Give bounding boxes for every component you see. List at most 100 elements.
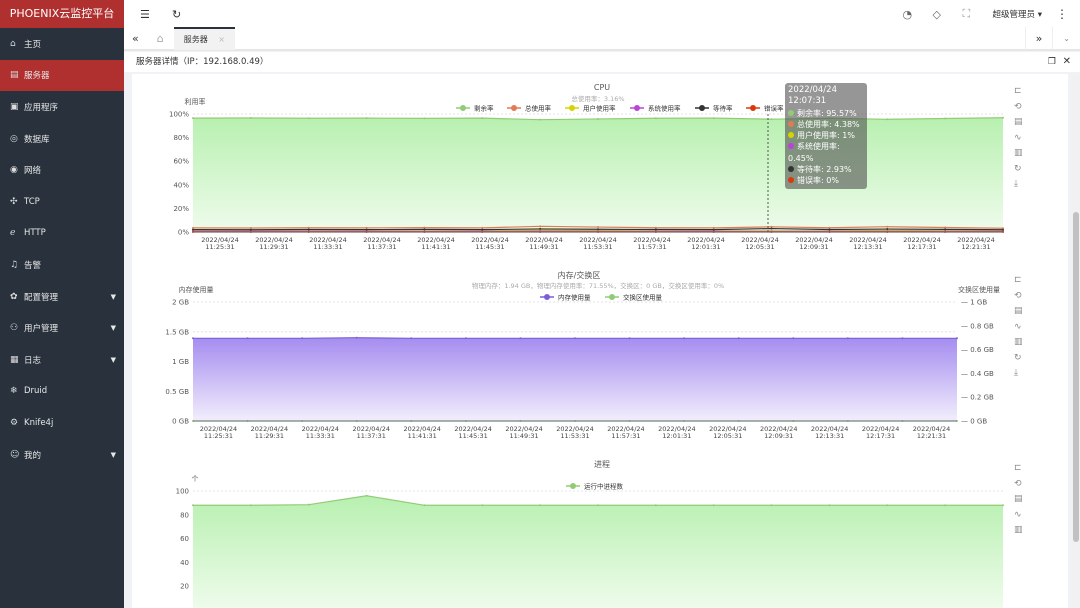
user-menu[interactable]: 超级管理员 ▾	[992, 10, 1042, 20]
sidebar-item[interactable]: ✣ TCP	[0, 186, 124, 218]
sidebar-item[interactable]: ⌂ 主页	[0, 28, 124, 60]
x-tick-date: 2022/04/24	[579, 236, 616, 244]
toolbox-icon[interactable]: ⤓	[1014, 368, 1018, 378]
y2-tick-label: — 0.8 GB	[961, 322, 994, 330]
toolbox-icon[interactable]: ⟲	[1014, 478, 1022, 489]
data-point	[654, 117, 657, 120]
x-tick-date: 2022/04/24	[200, 425, 237, 433]
x-tick-date: 2022/04/24	[302, 425, 339, 433]
data-point	[192, 337, 194, 340]
chart-title: CPU	[594, 83, 610, 92]
toolbox-icon[interactable]: ⊏	[1014, 275, 1022, 285]
sidebar-item[interactable]: ◉ 网络	[0, 154, 124, 186]
data-point	[712, 117, 715, 120]
tab-server[interactable]: 服务器 ×	[173, 27, 235, 50]
chevron-down-icon: ▼	[110, 450, 116, 459]
toolbox-icon[interactable]: ⟲	[1014, 290, 1022, 301]
chart-toolbox: ⊏ ⟲ ▤ ∿ ▥ ↻ ⤓	[1014, 86, 1023, 191]
toolbox-icon[interactable]: ⟲	[1014, 101, 1022, 112]
sidebar-item[interactable]: ⚇ 用户管理 ▼	[0, 312, 124, 344]
toolbox-icon[interactable]: ⤓	[1014, 179, 1018, 189]
data-point	[481, 228, 484, 231]
y-tick-label: 60%	[173, 158, 189, 166]
data-point	[901, 337, 904, 340]
sidebar-item[interactable]: ☺ 我的 ▼	[0, 439, 124, 471]
chart-subtitle: 物理内存：1.94 GB，物理内存使用率：71.55%，交换区：0 GB，交换区…	[472, 281, 724, 290]
toolbox-icon[interactable]: ∿	[1014, 132, 1022, 143]
toolbox-icon[interactable]: ∿	[1014, 509, 1022, 520]
sidebar-item[interactable]: ◎ 数据库	[0, 123, 124, 155]
sidebar-item[interactable]: ▤ 服务器	[0, 59, 124, 92]
x-tick-time: 11:49:31	[509, 432, 538, 440]
sidebar-item[interactable]: ❄ Druid	[0, 376, 124, 408]
theme-icon[interactable]: ◔	[902, 7, 913, 21]
sidebar-item[interactable]: ♫ 告警	[0, 249, 124, 281]
data-point	[307, 228, 310, 231]
data-point	[192, 117, 194, 120]
toolbox-icon[interactable]: ↻	[1014, 352, 1022, 363]
y-tick-label: 60	[180, 535, 189, 543]
data-point	[1002, 116, 1004, 119]
sidebar-item-label: 用户管理	[24, 324, 59, 335]
series-dot-icon	[788, 166, 794, 173]
toolbox-icon[interactable]: ↻	[1014, 163, 1022, 174]
data-point	[192, 226, 194, 229]
sidebar-item[interactable]: ✿ 配置管理 ▼	[0, 281, 124, 313]
data-point	[481, 226, 484, 229]
toolbox-icon[interactable]: ▤	[1014, 306, 1023, 316]
toolbox-icon[interactable]: ▥	[1014, 525, 1023, 535]
sidebar-icon: ▤	[10, 70, 19, 81]
sidebar-item[interactable]: ▦ 日志 ▼	[0, 344, 124, 376]
data-point	[770, 118, 773, 121]
toolbox-icon[interactable]: ⊏	[1014, 463, 1022, 473]
scrollbar[interactable]	[1072, 74, 1080, 608]
scrollbar-thumb[interactable]	[1073, 212, 1079, 542]
chart-toolbox: ⊏ ⟲ ▤ ∿ ▥	[1014, 463, 1023, 537]
scroll-right-button[interactable]: »	[1024, 27, 1053, 50]
sidebar-item[interactable]: ⚙ Knife4j	[0, 407, 124, 439]
data-point	[944, 228, 947, 231]
data-point	[1002, 227, 1004, 230]
toolbox-icon[interactable]: ▤	[1014, 494, 1023, 504]
sidebar-item[interactable]: ▣ 应用程序	[0, 91, 124, 123]
toolbox-icon[interactable]: ∿	[1014, 321, 1022, 332]
toolbox-icon[interactable]: ⊏	[1014, 86, 1022, 96]
tag-icon[interactable]: ◇	[932, 7, 941, 21]
x-tick-time: 12:05:31	[745, 243, 774, 251]
sidebar-icon: ◉	[10, 165, 18, 176]
x-tick-time: 12:13:31	[815, 432, 844, 440]
tab-options-dropdown[interactable]: ⌄	[1052, 27, 1080, 50]
x-tick-time: 11:33:31	[306, 432, 335, 440]
data-point	[846, 337, 849, 340]
toolbox-icon[interactable]: ▤	[1014, 117, 1023, 127]
x-tick-time: 11:45:31	[475, 243, 504, 251]
scroll-left-button[interactable]: «	[132, 32, 139, 45]
refresh-icon[interactable]: ↻	[172, 7, 182, 21]
x-tick-time: 12:05:31	[713, 432, 742, 440]
fullscreen-icon[interactable]: ⛶	[962, 7, 971, 20]
sidebar-item[interactable]: ℯ HTTP	[0, 218, 124, 250]
x-tick-time: 11:33:31	[313, 243, 342, 251]
toolbox-icon[interactable]: ▥	[1014, 337, 1023, 347]
menu-toggle-icon[interactable]: ☰	[140, 7, 150, 21]
legend-label: 系统使用率	[648, 104, 681, 113]
restore-window-icon[interactable]: ❐	[1047, 57, 1056, 67]
user-name: 超级管理员	[992, 10, 1036, 20]
more-icon[interactable]: ⋮	[1056, 7, 1068, 21]
x-tick-time: 12:21:31	[917, 432, 946, 440]
sidebar-item-label: 应用程序	[24, 102, 59, 113]
data-point	[654, 226, 657, 229]
y-axis-label: 利用率	[185, 97, 206, 106]
legend-dot-icon	[609, 294, 615, 300]
home-tab[interactable]: ⌂	[156, 32, 164, 45]
close-icon[interactable]: ✕	[1062, 56, 1071, 67]
x-tick-time: 11:29:31	[255, 432, 284, 440]
tooltip-row: 剩余率: 95.57%	[788, 108, 864, 119]
data-point	[249, 117, 252, 120]
tab-close-icon[interactable]: ×	[218, 35, 225, 44]
y-tick-label: 0.5 GB	[165, 388, 189, 396]
tab-label: 服务器	[183, 35, 208, 44]
toolbox-icon[interactable]: ▥	[1014, 148, 1023, 158]
series-line	[193, 495, 1003, 506]
series-area	[193, 495, 1003, 608]
